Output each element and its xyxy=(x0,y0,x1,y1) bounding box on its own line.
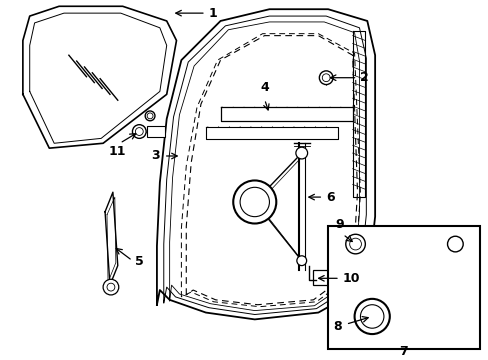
Text: 6: 6 xyxy=(325,190,334,204)
Text: 5: 5 xyxy=(135,255,144,268)
Circle shape xyxy=(145,111,155,121)
Circle shape xyxy=(322,74,329,82)
Text: 1: 1 xyxy=(208,6,217,20)
Circle shape xyxy=(354,299,389,334)
Polygon shape xyxy=(220,107,352,121)
Text: 11: 11 xyxy=(109,145,126,158)
Circle shape xyxy=(233,180,276,224)
Circle shape xyxy=(107,283,115,291)
Circle shape xyxy=(319,71,332,85)
Text: 4: 4 xyxy=(260,81,268,94)
Circle shape xyxy=(151,127,161,136)
Circle shape xyxy=(295,147,307,159)
Circle shape xyxy=(447,236,462,252)
Text: 3: 3 xyxy=(151,149,160,162)
Polygon shape xyxy=(205,127,337,139)
Circle shape xyxy=(103,279,119,295)
Circle shape xyxy=(296,256,306,266)
Text: 9: 9 xyxy=(335,218,344,231)
Bar xyxy=(147,126,164,138)
Circle shape xyxy=(132,125,146,138)
Bar xyxy=(327,226,479,349)
Circle shape xyxy=(349,238,361,250)
Text: 2: 2 xyxy=(360,71,368,84)
Polygon shape xyxy=(352,31,365,197)
Text: 10: 10 xyxy=(342,272,360,285)
Text: 8: 8 xyxy=(332,320,341,333)
Circle shape xyxy=(135,127,143,135)
Bar xyxy=(313,270,332,285)
Circle shape xyxy=(345,234,365,254)
Polygon shape xyxy=(105,192,118,285)
Circle shape xyxy=(360,305,383,328)
Circle shape xyxy=(147,113,153,119)
Circle shape xyxy=(240,187,269,217)
Text: 7: 7 xyxy=(398,345,407,358)
Polygon shape xyxy=(23,6,176,148)
